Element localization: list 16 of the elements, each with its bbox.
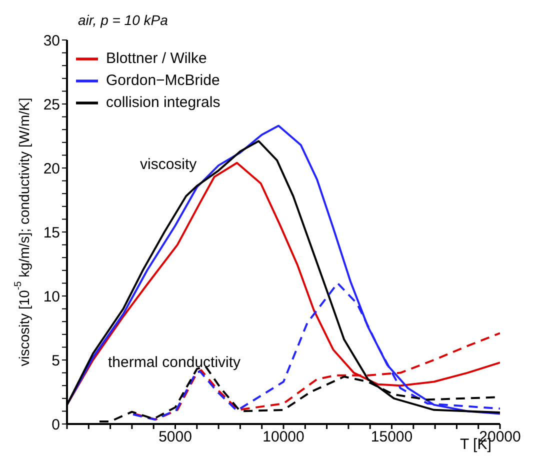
chart-title: air, p = 10 kPa [78,12,168,28]
legend-label: collision integrals [106,94,220,112]
annotation: thermal conductivity [108,354,241,371]
x-tick-label: 15000 [370,428,413,446]
y-tick-label: 30 [43,32,60,50]
y-tick-label: 20 [43,160,60,178]
y-tick-label: 0 [52,416,60,434]
y-tick-label: 15 [43,224,60,242]
x-tick-label: 10000 [262,428,304,446]
legend-label: Gordon−McBride [106,72,220,90]
x-tick-label: 5000 [158,428,192,446]
legend-label: Blottner / Wilke [106,50,207,67]
annotation: viscosity [140,156,197,173]
y-tick-label: 5 [52,352,60,370]
y-tick-label: 25 [43,96,60,114]
y-tick-label: 10 [43,288,60,306]
